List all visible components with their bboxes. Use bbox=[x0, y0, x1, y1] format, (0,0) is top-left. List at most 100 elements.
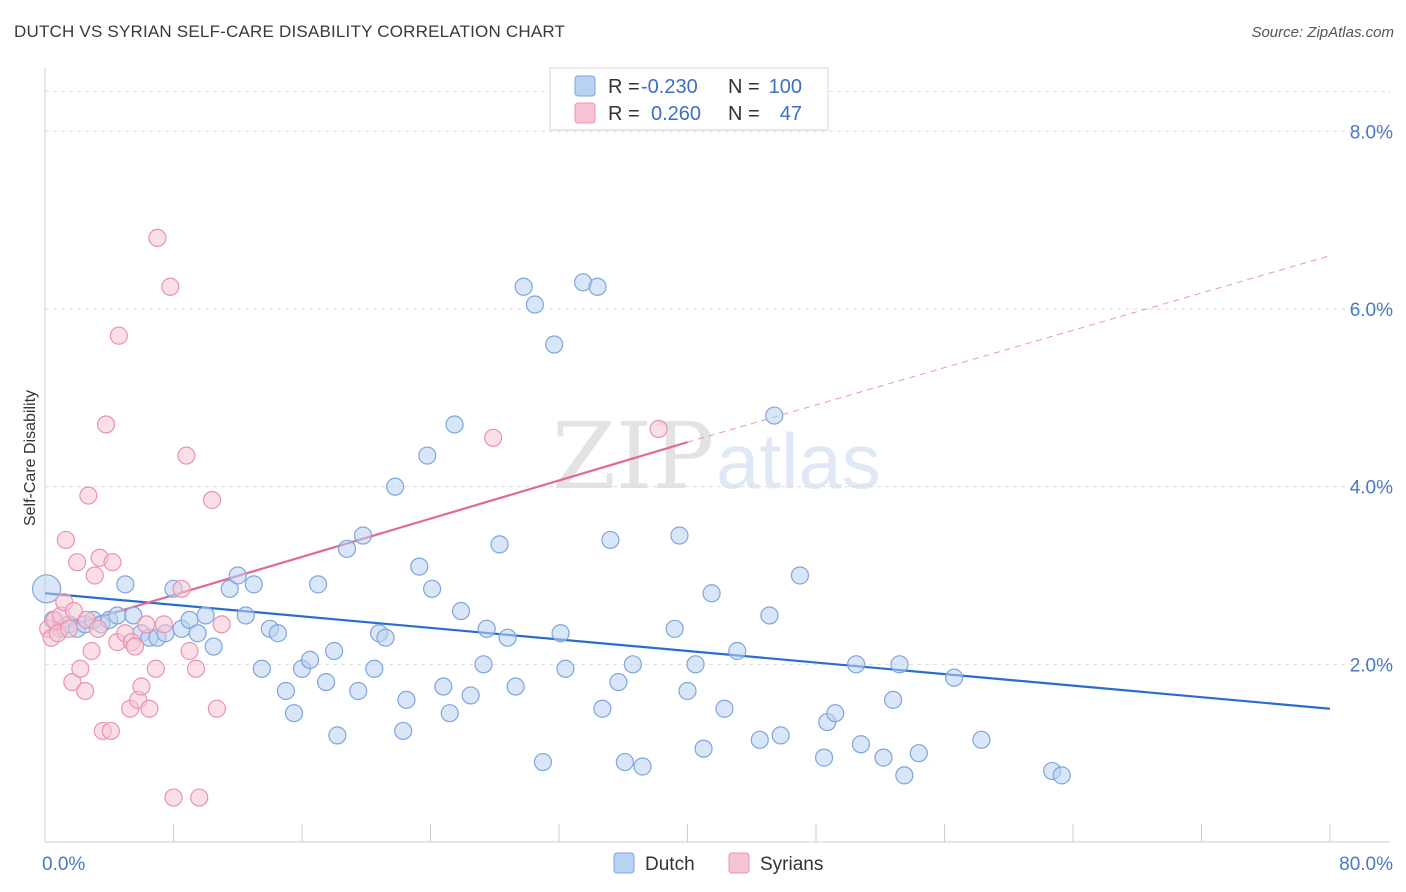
dutch-point bbox=[252, 659, 271, 678]
legend-n-label-1: N = bbox=[728, 76, 760, 98]
syrian-point bbox=[85, 566, 104, 585]
y-axis-label: Self-Care Disability bbox=[22, 390, 39, 526]
dutch-point bbox=[445, 415, 464, 434]
y-tick-label: 4.0% bbox=[1350, 478, 1393, 499]
syrian-point bbox=[180, 641, 199, 661]
dutch-point bbox=[204, 637, 223, 656]
dutch-point bbox=[790, 566, 810, 585]
dutch-point bbox=[665, 619, 684, 638]
series-legend: Dutch Syrians bbox=[613, 852, 823, 875]
syrian-point bbox=[63, 672, 82, 692]
syrian-point bbox=[186, 659, 206, 678]
dutch-point bbox=[386, 477, 405, 496]
legend-r-label-2: R = bbox=[608, 103, 640, 125]
dutch-point bbox=[765, 406, 784, 425]
dutch-point bbox=[284, 704, 304, 723]
dutch-point bbox=[609, 672, 628, 692]
dutch-point bbox=[490, 535, 509, 554]
series-legend-label-syrian: Syrians bbox=[760, 854, 823, 875]
dutch-point bbox=[545, 335, 564, 354]
syrian-point bbox=[202, 490, 222, 510]
dutch-point bbox=[514, 277, 533, 296]
dutch-point bbox=[220, 579, 239, 598]
dutch-point bbox=[498, 628, 517, 647]
dutch-point bbox=[556, 659, 575, 678]
dutch-point bbox=[474, 655, 493, 674]
dutch-point bbox=[728, 641, 747, 661]
dutch-point bbox=[551, 624, 570, 643]
dutch-point bbox=[276, 681, 296, 701]
dutch-point bbox=[702, 584, 721, 603]
dutch-point bbox=[300, 650, 320, 669]
syrian-point bbox=[161, 277, 180, 296]
legend-swatch-syrian bbox=[574, 102, 596, 124]
syrian-point bbox=[649, 419, 668, 439]
y-tick-label: 8.0% bbox=[1350, 122, 1393, 143]
watermark-zip: ZIP bbox=[552, 403, 714, 510]
dutch-point bbox=[847, 655, 866, 674]
syrian-point bbox=[64, 601, 84, 621]
y-tick-label: 2.0% bbox=[1350, 655, 1393, 676]
dutch-point bbox=[588, 277, 607, 296]
dutch-point bbox=[694, 739, 713, 758]
y-tick-label: 6.0% bbox=[1350, 300, 1393, 321]
syrian-point bbox=[484, 428, 503, 447]
dutch-point bbox=[477, 619, 496, 638]
legend-r-value-2: 0.260 bbox=[651, 103, 701, 125]
syrian-point bbox=[190, 788, 209, 807]
dutch-point bbox=[228, 566, 247, 585]
chart-title: DUTCH VS SYRIAN SELF-CARE DISABILITY COR… bbox=[14, 22, 566, 41]
dutch-point bbox=[423, 579, 442, 598]
dutch-point bbox=[506, 677, 525, 696]
gridlines bbox=[45, 90, 1390, 665]
dutch-point bbox=[883, 690, 903, 709]
dutch-point bbox=[826, 704, 845, 723]
dutch-point bbox=[397, 690, 416, 709]
dutch-point bbox=[308, 575, 328, 594]
syrian-point bbox=[172, 579, 191, 598]
dutch-point bbox=[670, 526, 689, 545]
dutch-point bbox=[451, 601, 471, 621]
stats-legend: R = -0.230 N = 100 R = 0.260 N = 47 bbox=[549, 67, 829, 131]
dutch-point bbox=[268, 624, 288, 643]
syrian-point bbox=[76, 681, 95, 701]
syrian-point bbox=[101, 721, 120, 741]
dutch-point bbox=[124, 606, 143, 625]
syrian-point bbox=[125, 637, 145, 656]
dutch-point bbox=[874, 748, 893, 767]
series-legend-label-dutch: Dutch bbox=[645, 854, 695, 875]
axes bbox=[44, 68, 1390, 843]
dutch-point bbox=[440, 704, 459, 723]
dutch-point bbox=[814, 748, 834, 767]
legend-r-label-1: R = bbox=[608, 76, 640, 98]
dutch-point bbox=[236, 606, 255, 625]
syrian-point bbox=[68, 553, 87, 572]
dutch-point bbox=[244, 575, 263, 594]
legend-swatch-dutch bbox=[574, 75, 596, 97]
dutch-point bbox=[376, 628, 395, 647]
syrian-point bbox=[56, 530, 75, 550]
legend-n-label-2: N = bbox=[728, 103, 760, 125]
watermark: ZIP atlas bbox=[552, 403, 881, 510]
legend-r-value-1: -0.230 bbox=[641, 76, 698, 98]
syrian-point bbox=[103, 553, 122, 572]
dutch-point bbox=[434, 677, 453, 696]
syrian-point bbox=[207, 699, 226, 718]
dutch-point bbox=[945, 668, 964, 687]
dutch-point bbox=[410, 557, 429, 576]
trend-line-dutch bbox=[44, 592, 1331, 710]
dutch-point bbox=[116, 575, 135, 594]
syrian-point bbox=[79, 486, 98, 505]
dutch-point bbox=[686, 655, 705, 674]
dutch-point bbox=[328, 726, 347, 745]
syrian-point bbox=[71, 659, 90, 678]
dutch-point bbox=[623, 655, 642, 674]
dutch-points bbox=[32, 273, 1071, 785]
syrian-points bbox=[39, 228, 668, 807]
legend-n-value-2: 47 bbox=[780, 103, 802, 125]
dutch-point bbox=[394, 721, 413, 741]
dutch-point bbox=[188, 624, 207, 643]
dutch-point bbox=[771, 726, 790, 745]
dutch-point bbox=[337, 539, 357, 558]
